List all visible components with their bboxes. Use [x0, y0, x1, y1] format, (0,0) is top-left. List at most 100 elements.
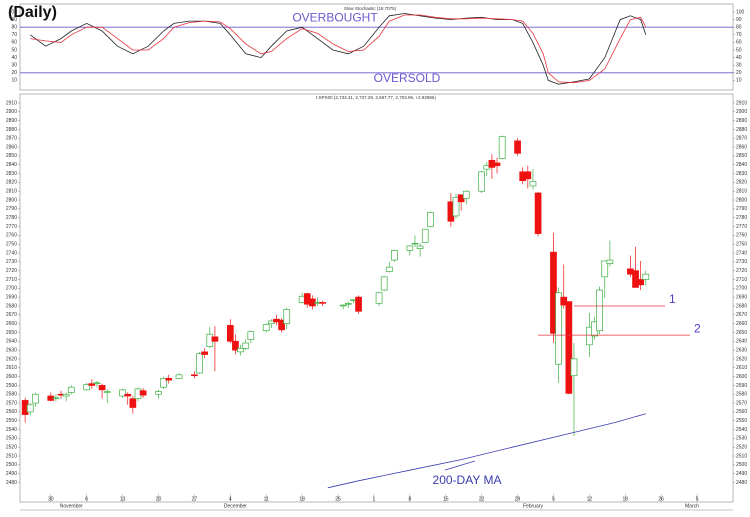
x-tick-label: 20 — [156, 496, 162, 502]
chart-title: (Daily) — [8, 4, 57, 21]
candle-body — [93, 382, 101, 385]
y-tick-label: 2560 — [6, 409, 17, 415]
y-tick-label: 2620 — [736, 356, 747, 362]
y-tick-label: 2600 — [736, 374, 747, 380]
candle-body — [175, 374, 183, 379]
candle-body — [119, 389, 126, 397]
candle-body — [124, 393, 132, 397]
candle-body — [427, 212, 434, 227]
candle-body — [524, 171, 532, 180]
y-tick-label: 2860 — [6, 144, 17, 150]
y-tick-label: 2490 — [736, 471, 747, 477]
candle-body — [534, 192, 542, 234]
candle-body — [339, 304, 347, 307]
y-tick-label: 60 — [736, 40, 742, 46]
y-tick-label: 2640 — [736, 339, 747, 345]
y-tick-label: 50 — [736, 47, 742, 53]
candle-body — [155, 391, 162, 395]
month-label: December — [224, 503, 247, 509]
y-tick-label: 2520 — [6, 445, 17, 451]
y-tick-label: 30 — [736, 63, 742, 69]
y-tick-label: 2720 — [736, 268, 747, 274]
y-tick-label: 2490 — [6, 471, 17, 477]
y-tick-label: 2530 — [736, 436, 747, 442]
y-tick-label: 2910 — [736, 100, 747, 106]
y-tick-label: 2890 — [736, 118, 747, 124]
candle-body — [596, 289, 603, 332]
y-tick-label: 2550 — [736, 418, 747, 424]
y-tick-label: 2670 — [6, 312, 17, 318]
y-tick-label: 2820 — [6, 180, 17, 186]
y-tick-label: 90 — [11, 17, 17, 23]
y-tick-label: 2790 — [6, 206, 17, 212]
candle-body — [160, 378, 167, 388]
y-tick-label: 2710 — [736, 277, 747, 283]
y-tick-label: 2640 — [6, 339, 17, 345]
y-tick-label: 2670 — [736, 312, 747, 318]
candle-body — [637, 279, 645, 286]
y-tick-label: 2660 — [736, 321, 747, 327]
y-tick-label: 2570 — [736, 400, 747, 406]
ma-label: 200-DAY MA — [433, 473, 502, 487]
candle-body — [67, 386, 75, 393]
price-header: I:SPX00 (2,733.41, 2,737.29, 2,697.77, 2… — [316, 95, 436, 100]
y-tick-label: 2800 — [6, 197, 17, 203]
x-tick-label: 22 — [479, 496, 485, 502]
y-tick-label: 2650 — [736, 330, 747, 336]
month-label: November — [60, 503, 83, 509]
y-tick-label: 2780 — [6, 215, 17, 221]
y-tick-label: 2810 — [6, 189, 17, 195]
candle-body — [498, 136, 506, 159]
y-tick-label: 100 — [9, 9, 18, 15]
candle-body — [232, 340, 239, 351]
y-tick-label: 90 — [736, 17, 742, 23]
y-tick-label: 50 — [11, 47, 17, 53]
y-tick-label: 2790 — [736, 206, 747, 212]
candle-body — [226, 325, 234, 342]
y-tick-label: 2900 — [6, 109, 17, 115]
y-tick-label: 2550 — [6, 418, 17, 424]
candle-body — [355, 296, 362, 312]
level-label: 1 — [669, 292, 676, 306]
candle-body — [267, 320, 275, 324]
candle-body — [211, 336, 219, 342]
y-tick-label: 20 — [11, 70, 17, 76]
candle-body — [237, 347, 244, 353]
y-tick-label: 2870 — [6, 136, 17, 142]
y-tick-label: 2500 — [736, 462, 747, 468]
y-tick-label: 2840 — [736, 162, 747, 168]
candle-body — [262, 324, 270, 332]
candle-body — [493, 162, 501, 166]
candle-body — [196, 353, 203, 374]
candle-body — [380, 276, 388, 291]
y-tick-label: 60 — [11, 40, 17, 46]
candle-body — [283, 309, 291, 324]
y-tick-label: 2860 — [736, 144, 747, 150]
y-tick-label: 2770 — [6, 224, 17, 230]
y-tick-label: 2740 — [736, 250, 747, 256]
y-tick-label: 2910 — [6, 100, 17, 106]
candle-body — [421, 228, 429, 243]
y-tick-label: 2590 — [6, 383, 17, 389]
candle-body — [103, 391, 111, 393]
candle-body — [52, 397, 60, 400]
x-tick-label: 5 — [696, 496, 699, 502]
x-tick-label: 11 — [264, 496, 269, 502]
y-tick-label: 2810 — [736, 189, 747, 195]
y-tick-label: 2750 — [6, 242, 17, 248]
x-tick-label: 4 — [229, 496, 232, 502]
candle-body — [642, 273, 650, 280]
month-label: February — [523, 503, 544, 509]
y-tick-label: 2500 — [6, 462, 17, 468]
candle-body — [570, 358, 578, 377]
candle-body — [88, 383, 96, 386]
y-tick-label: 2610 — [6, 365, 17, 371]
y-tick-label: 30 — [11, 63, 17, 69]
y-tick-label: 2700 — [6, 286, 17, 292]
y-tick-label: 2880 — [6, 127, 17, 133]
candle-body — [129, 398, 137, 408]
y-tick-label: 2510 — [736, 453, 747, 459]
x-tick-label: 19 — [622, 496, 628, 502]
price-frame — [19, 93, 734, 503]
y-tick-label: 2570 — [6, 400, 17, 406]
